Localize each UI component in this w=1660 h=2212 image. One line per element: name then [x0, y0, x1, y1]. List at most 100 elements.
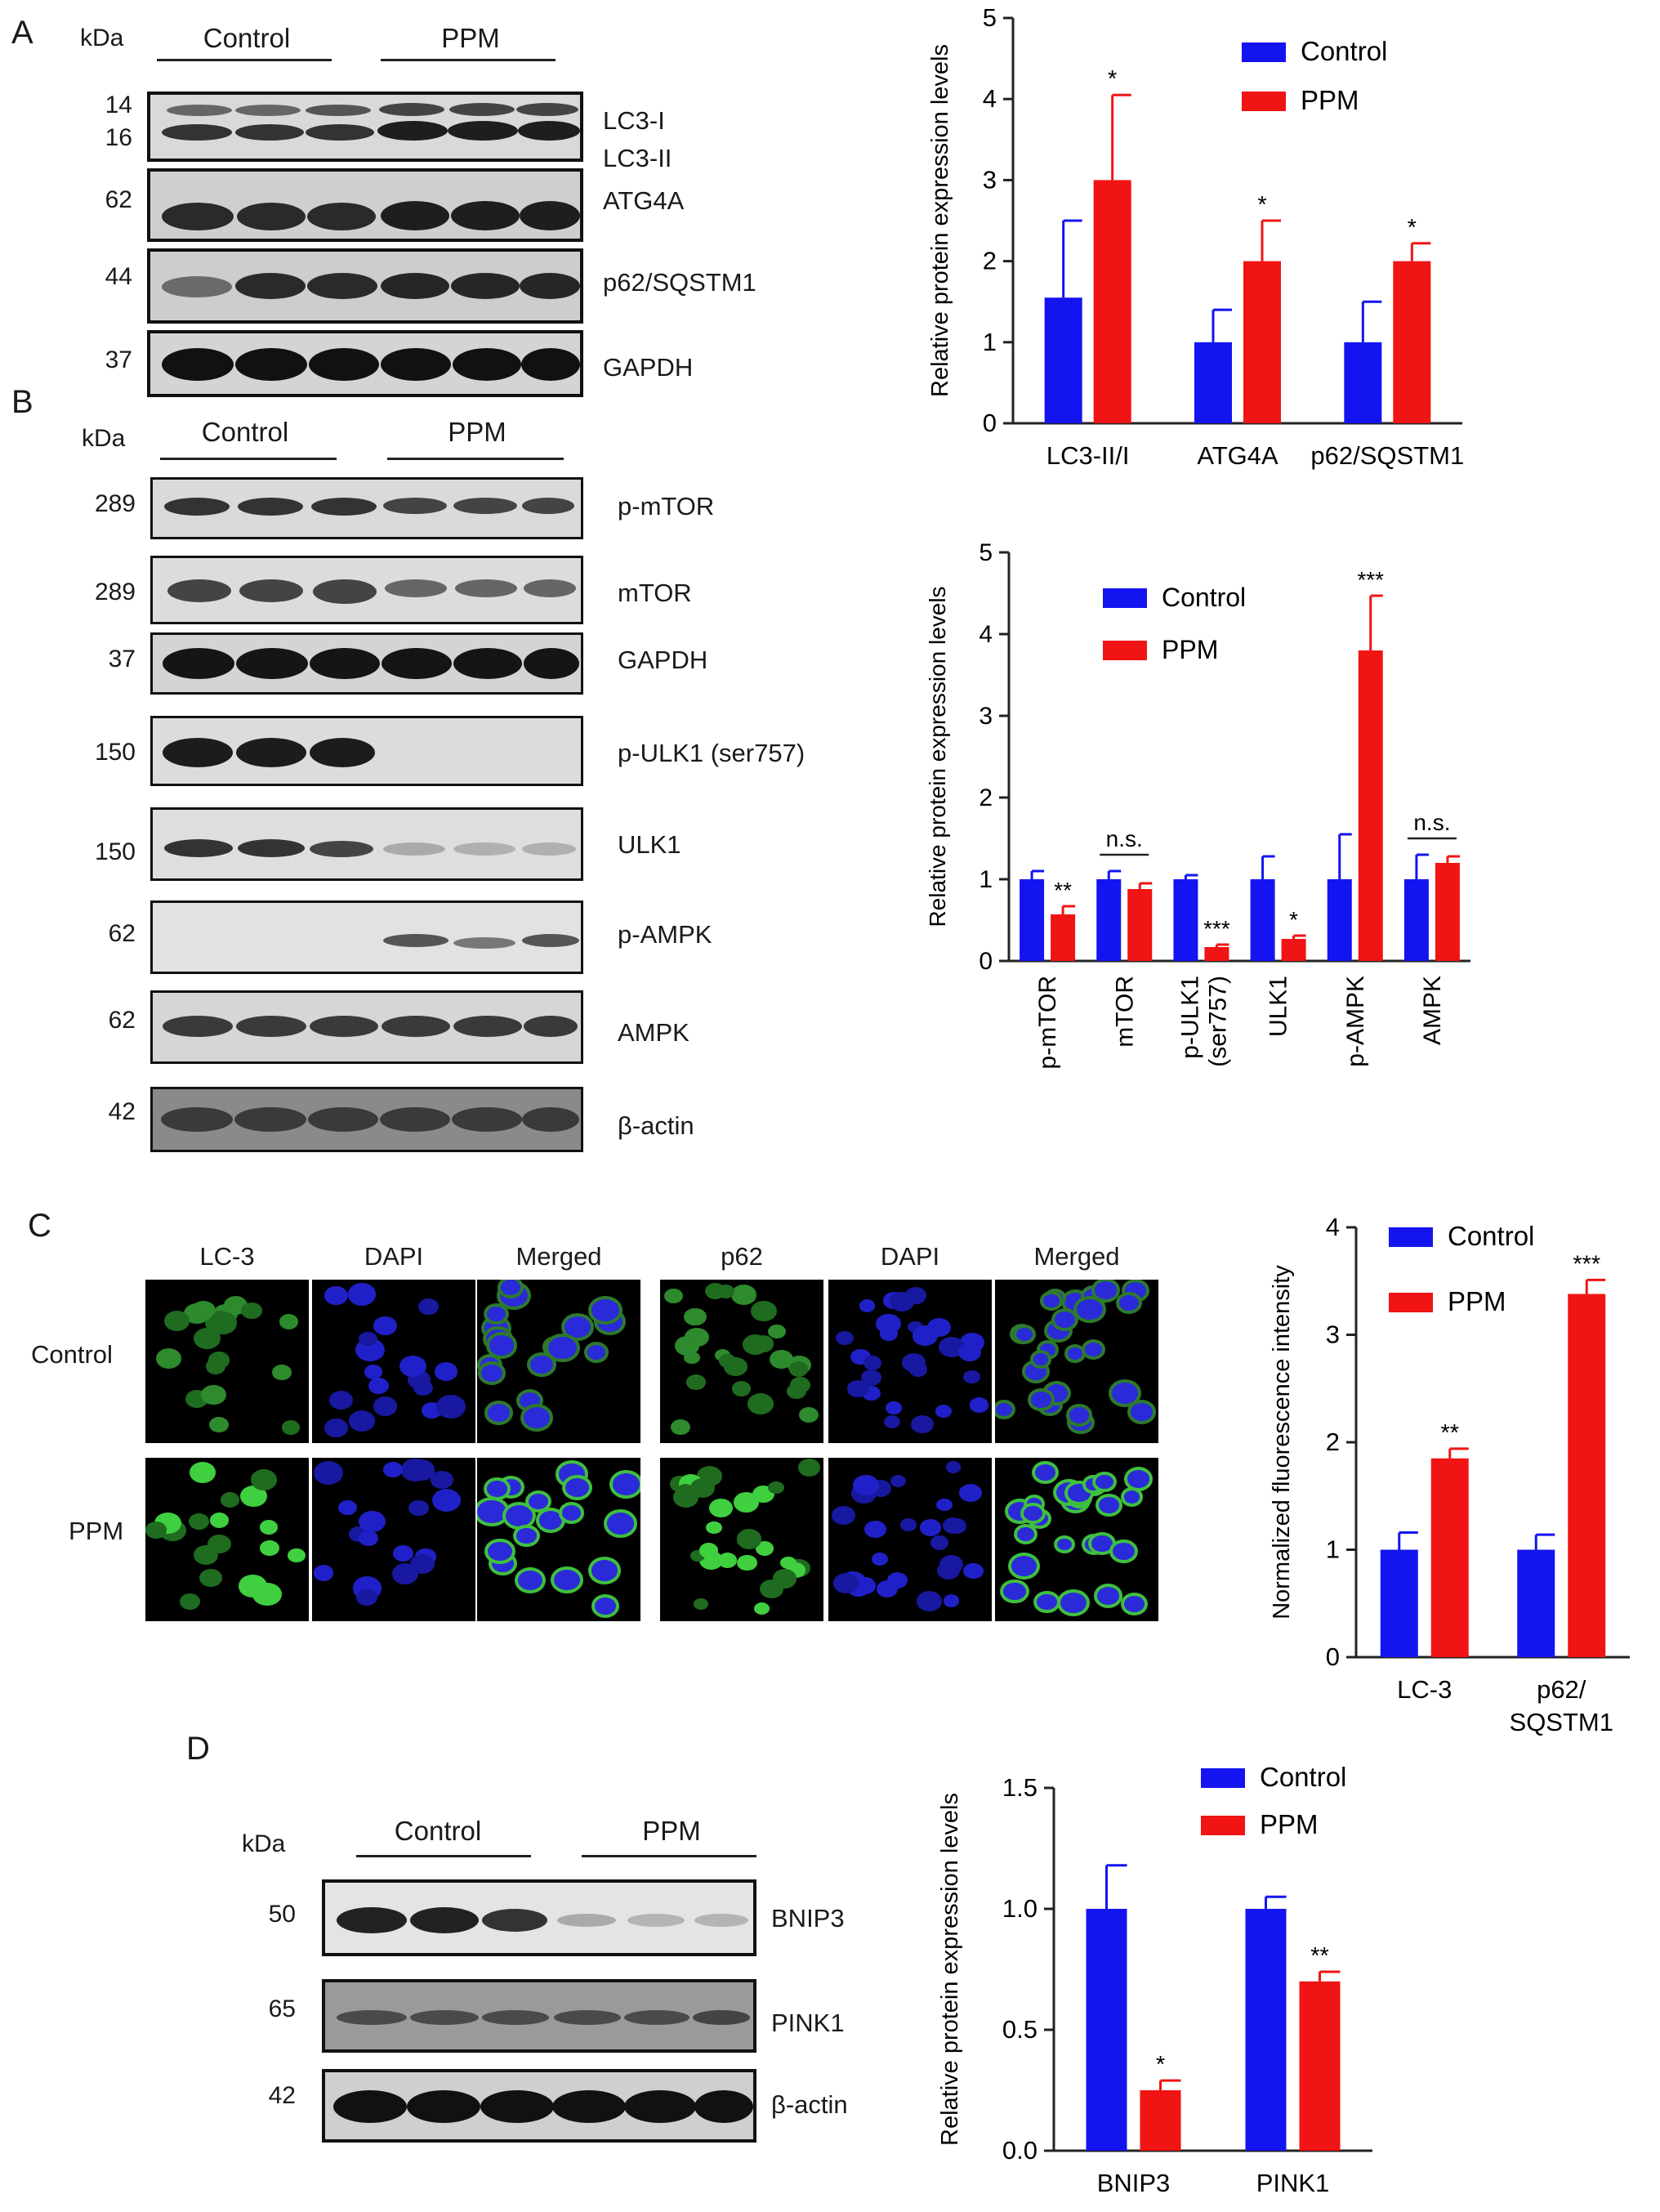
x-tick-label: LC-3	[1397, 1675, 1452, 1704]
legend-label: Control	[1162, 583, 1246, 612]
blot-label: AMPK	[618, 1018, 689, 1047]
y-tick-label: 0.0	[1002, 2136, 1038, 2165]
row-label: PPM	[69, 1517, 124, 1545]
significance-label: n.s.	[1413, 810, 1450, 835]
bar-chart-panel-c: 0 1 2 3 4 Normalized fluorescence intensity **…	[1269, 1213, 1630, 1736]
y-tick-label: 4	[983, 84, 997, 113]
bar-ppm	[1568, 1294, 1606, 1657]
group-underline	[356, 1855, 531, 1857]
fluorescence-image	[477, 1280, 640, 1443]
western-blot-beta-actin	[322, 2069, 756, 2143]
bar-control	[1173, 879, 1198, 961]
significance-label: *	[1408, 215, 1417, 241]
significance-label: *	[1108, 66, 1117, 92]
y-tick-label: 3	[979, 703, 993, 730]
western-blot-gapdh	[150, 632, 583, 695]
significance-label: **	[1054, 878, 1072, 903]
mw-marker: 14	[105, 92, 132, 118]
legend-swatch-ppm	[1201, 1816, 1245, 1835]
mw-marker: 150	[94, 739, 136, 766]
mw-marker: 42	[268, 2082, 296, 2109]
mw-marker: 37	[108, 646, 136, 673]
fluorescence-image	[660, 1280, 823, 1443]
western-blot-mtor	[150, 556, 583, 624]
y-tick-label: 1	[1326, 1535, 1340, 1564]
group-underline	[160, 458, 337, 460]
blot-label: PINK1	[771, 2009, 845, 2037]
western-blot-ampk	[150, 990, 583, 1064]
y-tick-label: 1	[979, 866, 993, 893]
y-tick-label: 0	[979, 948, 993, 975]
channel-label: p62	[721, 1242, 763, 1271]
group-label-ppm: PPM	[448, 417, 506, 447]
bar-control	[1020, 879, 1045, 961]
x-tick-label: SQSTM1	[1510, 1708, 1613, 1736]
blot-label: GAPDH	[603, 353, 694, 382]
bar-control	[1403, 879, 1429, 961]
bar-control	[1194, 342, 1232, 423]
x-tick-label: LC3-II/I	[1046, 441, 1130, 470]
bar-ppm	[1435, 863, 1460, 961]
bar-control	[1344, 342, 1382, 423]
channel-label: Merged	[515, 1242, 602, 1271]
mw-marker: 150	[94, 838, 136, 865]
blot-label: p-mTOR	[618, 492, 715, 521]
mw-marker: 65	[268, 1995, 296, 2022]
legend-label: PPM	[1162, 635, 1218, 664]
mw-marker: 42	[108, 1098, 136, 1125]
bar-chart-panel-a: 0 1 2 3 4 5 Relative protein expression levels…	[927, 3, 1464, 470]
y-tick-label: 3	[1326, 1320, 1340, 1349]
kda-label: kDa	[82, 425, 126, 452]
significance-label: n.s.	[1106, 826, 1143, 851]
legend-swatch-control	[1201, 1768, 1245, 1788]
legend-swatch-ppm	[1242, 92, 1286, 111]
channel-label: Merged	[1033, 1242, 1120, 1271]
mw-marker: 62	[108, 920, 136, 947]
blot-label: p-AMPK	[618, 920, 712, 949]
significance-label: **	[1440, 1420, 1459, 1446]
kda-label: kDa	[242, 1830, 286, 1857]
group-underline	[157, 59, 332, 61]
bar-ppm	[1093, 180, 1131, 423]
bar-control	[1044, 297, 1082, 423]
fluorescence-image	[660, 1458, 823, 1621]
bar-chart-panel-b: 0 1 2 3 4 5 Relative protein expression levels…	[925, 539, 1470, 1069]
bar-ppm	[1299, 1981, 1341, 2151]
row-label: Control	[31, 1340, 113, 1369]
blot-label: ULK1	[618, 830, 681, 859]
legend-swatch-control	[1103, 588, 1147, 608]
y-tick-label: 1	[983, 328, 997, 356]
legend-label: Control	[1448, 1221, 1534, 1251]
group-label-ppm: PPM	[642, 1816, 701, 1846]
significance-label: *	[1156, 2052, 1165, 2078]
x-tick-label: p-ULK1	[1176, 976, 1203, 1059]
western-blot-atg4a	[147, 168, 583, 242]
significance-label: ***	[1203, 916, 1230, 941]
significance-label: **	[1310, 1943, 1329, 1969]
y-tick-label: 3	[983, 165, 997, 194]
fluorescence-image	[995, 1458, 1158, 1621]
group-underline	[381, 59, 556, 61]
group-underline	[387, 458, 564, 460]
y-tick-label: 0.5	[1002, 2015, 1038, 2044]
y-axis-label: Normalized fluorescence intensity	[1269, 1265, 1295, 1620]
blot-label: GAPDH	[618, 646, 708, 674]
x-tick-label: ULK1	[1265, 976, 1292, 1037]
channel-label: LC-3	[199, 1242, 255, 1271]
bar-control	[1250, 879, 1275, 961]
mw-marker: 62	[105, 186, 132, 213]
significance-label: ***	[1573, 1251, 1600, 1277]
significance-label: *	[1257, 192, 1266, 218]
blot-label: LC3-II	[603, 144, 672, 172]
bar-ppm	[1140, 2090, 1181, 2151]
mw-marker: 16	[105, 124, 132, 151]
bar-control	[1096, 879, 1122, 961]
fluorescence-image	[145, 1458, 309, 1621]
group-label-control: Control	[201, 417, 289, 447]
mw-marker: 44	[105, 263, 132, 290]
bar-chart-panel-d: 0.0 0.5 1.0 1.5 Relative protein expression …	[937, 1762, 1372, 2197]
x-tick-label: p-AMPK	[1342, 976, 1369, 1067]
y-tick-label: 0	[1326, 1642, 1340, 1671]
bar-control	[1517, 1549, 1555, 1657]
blot-label: ATG4A	[603, 186, 685, 215]
